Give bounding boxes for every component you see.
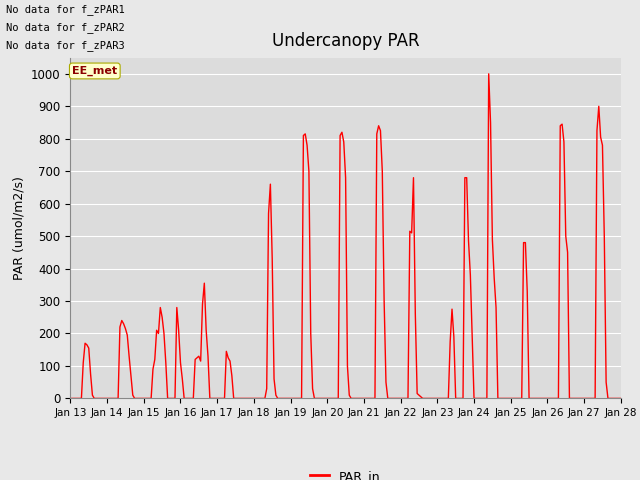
Title: Undercanopy PAR: Undercanopy PAR bbox=[272, 33, 419, 50]
Y-axis label: PAR (umol/m2/s): PAR (umol/m2/s) bbox=[13, 176, 26, 280]
Legend: PAR_in: PAR_in bbox=[305, 465, 386, 480]
Text: No data for f_zPAR1: No data for f_zPAR1 bbox=[6, 4, 125, 15]
Text: EE_met: EE_met bbox=[72, 66, 117, 76]
Text: No data for f_zPAR2: No data for f_zPAR2 bbox=[6, 22, 125, 33]
Text: No data for f_zPAR3: No data for f_zPAR3 bbox=[6, 40, 125, 51]
